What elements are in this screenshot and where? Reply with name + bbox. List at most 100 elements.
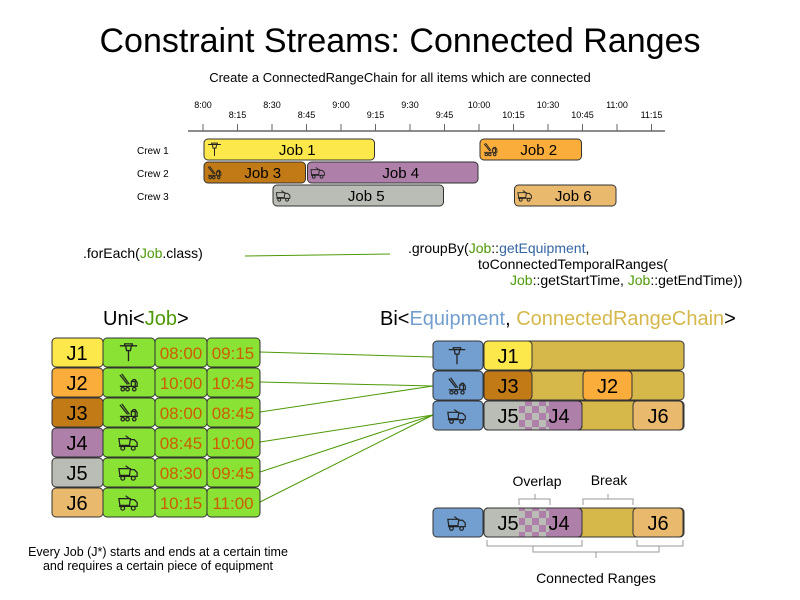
end-cell [206, 457, 261, 488]
job-label: J5 [497, 513, 518, 535]
tick-label: 8:45 [298, 110, 316, 120]
range-outline [483, 400, 583, 431]
end-cell [206, 337, 261, 368]
start-time: 08:00 [160, 344, 203, 363]
end-cell [206, 427, 261, 458]
start-time: 10:15 [160, 494, 203, 513]
bi-heading: Bi<Equipment, ConnectedRangeChain> [380, 308, 736, 330]
tick-label: 9:00 [332, 100, 350, 110]
job-bar-rect [479, 138, 582, 161]
job-label: J3 [497, 376, 518, 398]
job-bar: Job 6 [514, 184, 617, 207]
equipment-cell [102, 397, 156, 428]
tick-label: 9:15 [367, 110, 385, 120]
job-id: J1 [66, 343, 87, 365]
foreach-code: .forEach(Job.class) [83, 245, 203, 261]
end-cell [206, 367, 261, 398]
job-id: J6 [66, 493, 87, 515]
link-line [259, 381, 434, 387]
link-line [259, 414, 434, 443]
end-time: 09:45 [212, 464, 255, 483]
table-row: J1 08:00 09:15 [51, 337, 261, 368]
job-bar: Job 3 [203, 161, 306, 184]
equipment-cell [102, 487, 156, 518]
crew-label: Crew 3 [137, 192, 169, 203]
groupby-code-line3: Job::getStartTime, Job::getEndTime)) [510, 272, 742, 288]
overlap-region [519, 508, 549, 537]
job-label: J5 [497, 406, 518, 428]
job-j6 [632, 507, 684, 538]
job-label: Job 5 [348, 188, 385, 205]
subtitle: Create a ConnectedRangeChain for all ite… [209, 70, 591, 85]
overlap-bracket [518, 494, 551, 505]
bi-table: J1 J3 J2 J5 J4 J6 [432, 340, 685, 431]
end-cell [206, 487, 261, 518]
connected-bracket [486, 540, 684, 558]
end-time: 10:00 [212, 434, 255, 453]
links [259, 351, 434, 503]
job-bar-rect [203, 161, 306, 184]
groupby-code-line2: toConnectedTemporalRanges( [478, 256, 668, 272]
job-label: J2 [597, 376, 618, 398]
tick-label: 8:00 [194, 100, 212, 110]
link-line [259, 385, 434, 413]
job-bar: Job 5 [272, 184, 444, 207]
range-outline [483, 507, 583, 538]
uni-table: J1 08:00 09:15 J2 10:00 10:45 J3 08:00 08:45 J4 08… [51, 337, 261, 518]
connected-ranges-label: Connected Ranges [536, 570, 656, 586]
job-label: Job 6 [555, 188, 592, 205]
table-row: J2 10:00 10:45 [51, 367, 261, 398]
job-label: J6 [647, 406, 668, 428]
page-title: Constraint Streams: Connected Ranges [100, 22, 701, 60]
job-label: Job 4 [382, 165, 419, 182]
table-row: J3 08:00 08:45 [51, 397, 261, 428]
job-label: J6 [647, 513, 668, 535]
footer-line1: Every Job (J*) starts and ends at a cert… [28, 545, 288, 559]
bi-row: J3 J2 [432, 370, 685, 401]
tick-label: 8:30 [263, 100, 281, 110]
detail-chain: J5 J4 J6 Overlap Break Connected Ranges [432, 472, 685, 586]
bi-row: J1 [432, 340, 685, 371]
job-id: J2 [66, 373, 87, 395]
end-time: 09:15 [212, 344, 255, 363]
start-time: 08:00 [160, 404, 203, 423]
overlap-region [519, 401, 549, 430]
connector-line [244, 253, 391, 257]
end-time: 11:00 [212, 494, 253, 513]
table-row: J4 08:45 10:00 [51, 427, 261, 458]
link-line [259, 351, 434, 358]
job-id: J4 [66, 433, 87, 455]
job-bar: Job 2 [479, 138, 582, 161]
end-time: 10:45 [212, 374, 255, 393]
table-row: J5 08:30 09:45 [51, 457, 261, 488]
tick-label: 10:30 [537, 100, 560, 110]
job-bar: Job 4 [307, 161, 479, 184]
crew-label: Crew 2 [137, 169, 169, 180]
tick-label: 10:15 [502, 110, 525, 120]
job-label: J4 [548, 406, 569, 428]
equipment-cell [432, 370, 484, 401]
start-time: 08:30 [160, 464, 203, 483]
tick-label: 9:45 [436, 110, 454, 120]
equipment-cell [102, 367, 156, 398]
job-bar-rect [272, 184, 444, 207]
link-line [259, 414, 434, 473]
job-bar-rect [514, 184, 617, 207]
job-bar-rect [307, 161, 479, 184]
end-time: 08:45 [212, 404, 255, 423]
break-label: Break [591, 472, 629, 488]
tick-label: 9:30 [401, 100, 419, 110]
groupby-code: .groupBy(Job::getEquipment, [408, 240, 589, 256]
footer-line2: and requires a certain piece of equipmen… [43, 559, 274, 573]
equipment-cell [102, 427, 156, 458]
tick-label: 8:15 [229, 110, 247, 120]
job-label: Job 3 [244, 165, 281, 182]
job-label: Job 2 [520, 142, 557, 159]
overlap-label: Overlap [512, 473, 561, 489]
tick-label: 11:00 [606, 100, 628, 110]
start-time: 08:45 [160, 434, 203, 453]
job-j2 [582, 370, 633, 401]
timeline: 8:00 8:15 8:30 8:45 9:00 9:15 9:30 9:45 10:00 10:… [137, 100, 665, 207]
job-id: J5 [66, 463, 87, 485]
